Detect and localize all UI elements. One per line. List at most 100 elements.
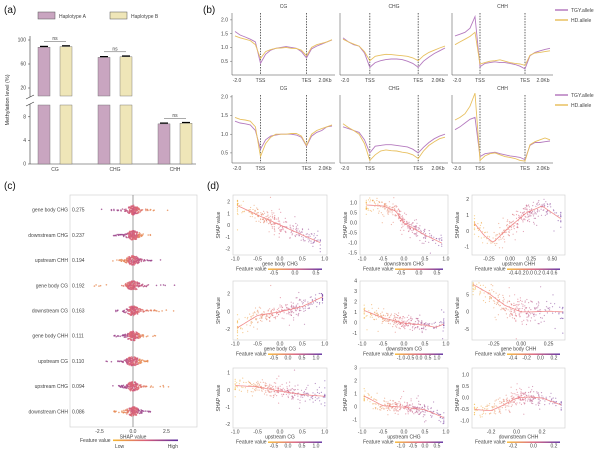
scatter-point <box>236 207 239 209</box>
shap-point <box>123 259 126 261</box>
shap-point <box>123 311 125 314</box>
scatter-point <box>420 229 422 231</box>
scatter-point <box>273 395 275 397</box>
scatter-point <box>273 216 276 218</box>
scatter-point <box>377 208 379 210</box>
scatter-point <box>367 392 369 395</box>
shap-point <box>138 235 141 238</box>
scatter-point <box>279 304 281 306</box>
scatter-point <box>439 239 441 241</box>
scatter-point <box>394 403 397 405</box>
scatter-point <box>528 218 530 220</box>
scatter-point <box>560 407 562 409</box>
x-tick-label: -2.0 <box>453 166 462 172</box>
scatter-point <box>527 214 529 216</box>
scatter-point <box>495 319 497 321</box>
feature-name: upstream CG <box>38 359 68 365</box>
scatter-point <box>528 315 530 317</box>
scatter-point <box>267 309 269 311</box>
shap-point <box>120 284 123 287</box>
scatter-point <box>433 327 435 329</box>
scatter-point <box>526 213 529 215</box>
scatter-point <box>480 237 482 239</box>
scatter-point <box>411 411 414 413</box>
x-tick-label: -0.2 <box>487 430 496 436</box>
scatter-point <box>268 320 271 322</box>
scatter-point <box>286 387 288 390</box>
scatter-point <box>302 392 305 394</box>
shap-point <box>126 333 129 336</box>
scatter-point <box>522 212 524 214</box>
shap-point <box>129 257 132 260</box>
scatter-point <box>406 402 408 404</box>
scatter-point <box>314 297 316 299</box>
scatter-point <box>414 219 416 221</box>
scatter-point <box>316 389 318 391</box>
scatter-point <box>319 400 321 402</box>
scatter-point <box>318 392 320 394</box>
scatter-point <box>309 304 311 306</box>
scatter-point <box>486 242 488 244</box>
scatter-point <box>401 320 403 322</box>
scatter-point <box>296 224 299 226</box>
scatter-point <box>363 388 365 390</box>
scatter-point <box>236 229 239 231</box>
shap-point <box>118 411 120 414</box>
shap-point <box>115 410 117 413</box>
scatter-point <box>368 394 370 396</box>
scatter-point <box>389 316 391 318</box>
scatter-point <box>321 298 324 300</box>
scatter-point <box>309 399 311 401</box>
scatter-point <box>562 306 564 308</box>
scatter-point <box>298 291 300 294</box>
y-tick-label: -0.5 <box>348 231 357 237</box>
scatter-point <box>420 407 422 409</box>
scatter-point <box>303 390 305 393</box>
scatter-point <box>403 229 405 231</box>
colorbar-tick-label: 0.0 <box>422 444 429 450</box>
scatter-point <box>405 213 407 216</box>
shap-point <box>136 358 139 361</box>
scatter-point <box>270 315 272 317</box>
x-tick-label: 0.0 <box>401 430 408 436</box>
scatter-point <box>289 314 291 316</box>
shap-point <box>127 287 130 290</box>
scatter-point <box>290 310 292 312</box>
scatter-point <box>417 395 419 397</box>
scatter-point <box>276 378 278 380</box>
scatter-point <box>425 236 427 238</box>
scatter-point <box>242 200 244 202</box>
legend-label: HD.allele <box>571 18 592 24</box>
shap-point <box>122 384 125 387</box>
scatter-point <box>490 242 492 244</box>
scatter-point <box>275 391 277 393</box>
shap-point <box>119 360 121 362</box>
shap-point <box>133 406 135 409</box>
scatter-point <box>270 219 272 221</box>
x-tick-label: -0.5 <box>253 430 262 436</box>
scatter-point <box>398 322 400 325</box>
scatter-point <box>258 306 260 308</box>
scatter-point <box>522 230 525 233</box>
scatter-point <box>399 409 401 411</box>
scatter-point <box>536 391 538 393</box>
shap-point <box>127 362 130 364</box>
shap-point <box>126 210 128 212</box>
scatter-point <box>530 390 532 393</box>
shap-point <box>135 382 137 385</box>
scatter-point <box>511 397 513 399</box>
scatter-point <box>365 199 367 201</box>
scatter-point <box>238 383 240 385</box>
shap-point <box>131 205 133 208</box>
scatter-point <box>547 206 549 208</box>
x-tick-label: 2.0Kb <box>431 166 444 172</box>
scatter-point <box>297 314 299 316</box>
scatter-point <box>473 218 476 220</box>
scatter-point <box>398 318 400 320</box>
scatter-point <box>395 401 397 404</box>
scatter-point <box>387 320 389 322</box>
y-tick-label: -1.0 <box>460 419 469 425</box>
scatter-point <box>474 287 476 289</box>
scatter-point <box>530 211 532 213</box>
scatter-point <box>403 218 405 220</box>
